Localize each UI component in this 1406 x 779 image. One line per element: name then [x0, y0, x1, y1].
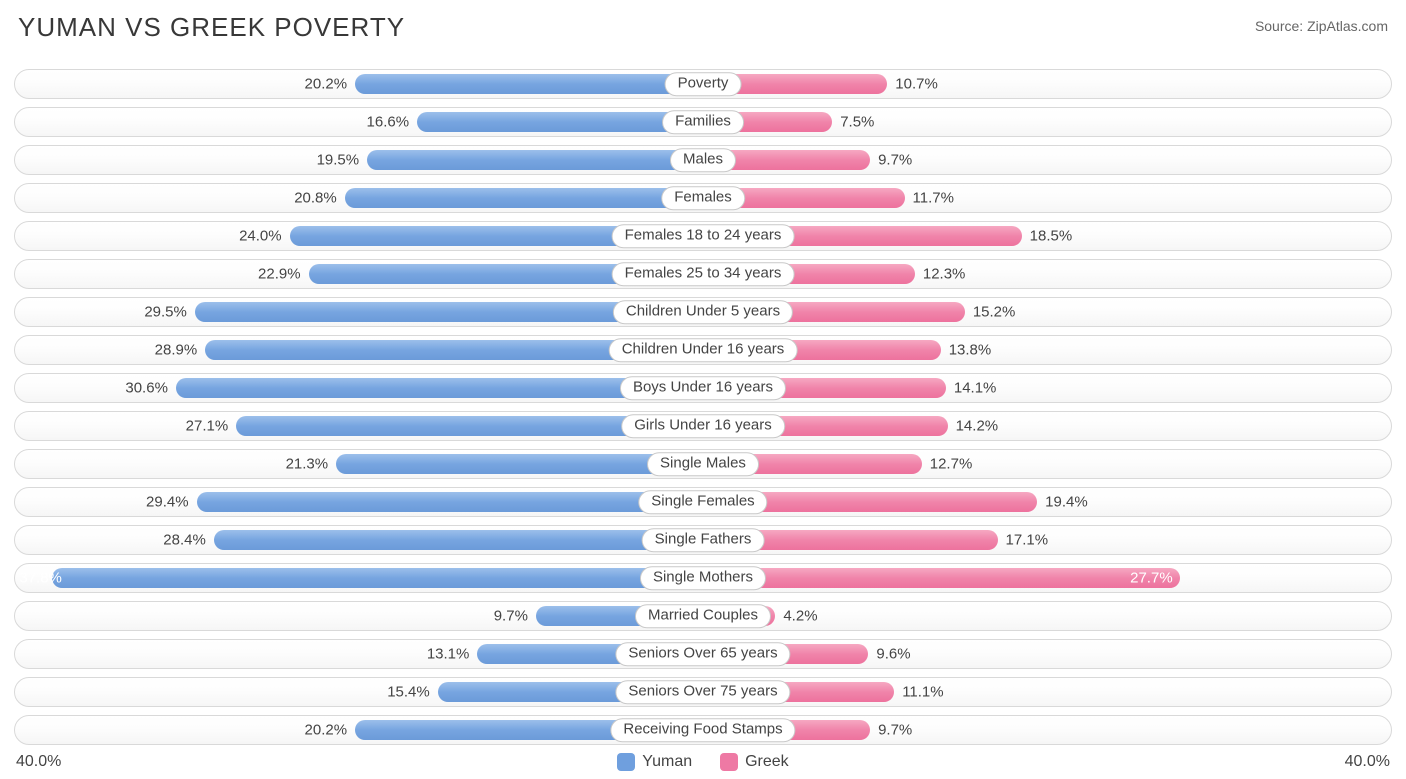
legend-label-greek: Greek	[745, 753, 789, 771]
value-label-greek: 13.8%	[949, 342, 992, 359]
value-label-yuman: 29.4%	[146, 494, 189, 511]
diverging-bar-chart: YUMAN VS GREEK POVERTY Source: ZipAtlas.…	[0, 0, 1406, 779]
chart-row: 19.5% 9.7% Males	[14, 145, 1392, 175]
value-label-greek: 9.6%	[876, 646, 910, 663]
legend: Yuman Greek	[617, 753, 788, 771]
legend-label-yuman: Yuman	[642, 753, 692, 771]
axis-max-left: 40.0%	[16, 753, 61, 771]
chart-row: 29.5% 15.2% Children Under 5 years	[14, 297, 1392, 327]
legend-item-yuman: Yuman	[617, 753, 692, 771]
value-label-yuman: 28.4%	[163, 532, 206, 549]
value-label-yuman: 20.2%	[305, 722, 348, 739]
chart-row: 21.3% 12.7% Single Males	[14, 449, 1392, 479]
bar-yuman	[355, 74, 703, 94]
value-label-yuman: 9.7%	[494, 608, 528, 625]
value-label-greek: 11.1%	[902, 684, 943, 701]
chart-row: 28.9% 13.8% Children Under 16 years	[14, 335, 1392, 365]
value-label-greek: 19.4%	[1045, 494, 1088, 511]
value-label-yuman: 13.1%	[427, 646, 470, 663]
legend-swatch-greek	[720, 753, 738, 771]
category-label: Poverty	[665, 72, 742, 96]
value-label-greek: 12.3%	[923, 266, 966, 283]
value-label-greek: 17.1%	[1006, 532, 1049, 549]
category-label: Single Fathers	[642, 528, 765, 552]
category-label: Males	[670, 148, 736, 172]
value-label-yuman: 20.2%	[305, 76, 348, 93]
value-label-greek: 9.7%	[878, 152, 912, 169]
chart-row: 15.4% 11.1% Seniors Over 75 years	[14, 677, 1392, 707]
chart-rows: 20.2% 10.7% Poverty 16.6% 7.5% Families 19.5% 9…	[14, 69, 1392, 745]
chart-row: 20.2% 9.7% Receiving Food Stamps	[14, 715, 1392, 745]
value-label-yuman: 19.5%	[317, 152, 360, 169]
category-label: Females	[661, 186, 745, 210]
chart-row: 20.2% 10.7% Poverty	[14, 69, 1392, 99]
value-label-greek: 7.5%	[840, 114, 874, 131]
chart-row: 9.7% 4.2% Married Couples	[14, 601, 1392, 631]
bar-yuman	[367, 150, 703, 170]
bar-yuman	[52, 568, 703, 588]
value-label-greek: 15.2%	[973, 304, 1016, 321]
category-label: Girls Under 16 years	[621, 414, 785, 438]
category-label: Seniors Over 65 years	[615, 642, 790, 666]
bar-greek	[703, 568, 1180, 588]
value-label-greek: 27.7%	[1130, 570, 1173, 587]
value-label-yuman: 24.0%	[239, 228, 282, 245]
category-label: Families	[662, 110, 744, 134]
value-label-yuman: 21.3%	[286, 456, 329, 473]
category-label: Receiving Food Stamps	[610, 718, 795, 742]
value-label-greek: 11.7%	[913, 190, 954, 207]
value-label-greek: 12.7%	[930, 456, 973, 473]
value-label-yuman: 22.9%	[258, 266, 301, 283]
chart-row: 24.0% 18.5% Females 18 to 24 years	[14, 221, 1392, 251]
bar-yuman	[417, 112, 703, 132]
value-label-greek: 4.2%	[783, 608, 817, 625]
chart-row: 30.6% 14.1% Boys Under 16 years	[14, 373, 1392, 403]
value-label-greek: 18.5%	[1030, 228, 1073, 245]
category-label: Children Under 16 years	[609, 338, 798, 362]
category-label: Females 18 to 24 years	[612, 224, 795, 248]
chart-row: 27.1% 14.2% Girls Under 16 years	[14, 411, 1392, 441]
chart-row: 29.4% 19.4% Single Females	[14, 487, 1392, 517]
value-label-yuman: 28.9%	[155, 342, 198, 359]
value-label-greek: 14.2%	[956, 418, 999, 435]
chart-row: 28.4% 17.1% Single Fathers	[14, 525, 1392, 555]
bar-yuman	[345, 188, 703, 208]
legend-item-greek: Greek	[720, 753, 789, 771]
category-label: Children Under 5 years	[613, 300, 793, 324]
category-label: Boys Under 16 years	[620, 376, 786, 400]
value-label-greek: 14.1%	[954, 380, 997, 397]
value-label-yuman: 29.5%	[144, 304, 187, 321]
legend-swatch-yuman	[617, 753, 635, 771]
value-label-yuman: 30.6%	[125, 380, 168, 397]
bar-yuman	[197, 492, 703, 512]
value-label-yuman: 15.4%	[387, 684, 430, 701]
value-label-greek: 9.7%	[878, 722, 912, 739]
value-label-yuman: 20.8%	[294, 190, 337, 207]
chart-row: 16.6% 7.5% Families	[14, 107, 1392, 137]
chart-row: 37.8% 27.7% Single Mothers	[14, 563, 1392, 593]
value-label-yuman: 37.8%	[19, 570, 62, 587]
category-label: Single Females	[638, 490, 767, 514]
axis-max-right: 40.0%	[1345, 753, 1390, 771]
chart-row: 20.8% 11.7% Females	[14, 183, 1392, 213]
chart-footer: 40.0% Yuman Greek 40.0%	[14, 753, 1392, 771]
category-label: Single Mothers	[640, 566, 766, 590]
bar-yuman	[214, 530, 703, 550]
category-label: Seniors Over 75 years	[615, 680, 790, 704]
value-label-yuman: 27.1%	[186, 418, 229, 435]
category-label: Females 25 to 34 years	[612, 262, 795, 286]
chart-title: YUMAN VS GREEK POVERTY	[18, 12, 405, 43]
value-label-yuman: 16.6%	[367, 114, 410, 131]
category-label: Single Males	[647, 452, 759, 476]
chart-row: 22.9% 12.3% Females 25 to 34 years	[14, 259, 1392, 289]
category-label: Married Couples	[635, 604, 771, 628]
chart-row: 13.1% 9.6% Seniors Over 65 years	[14, 639, 1392, 669]
chart-source: Source: ZipAtlas.com	[1255, 18, 1388, 34]
value-label-greek: 10.7%	[895, 76, 938, 93]
chart-header: YUMAN VS GREEK POVERTY Source: ZipAtlas.…	[14, 12, 1392, 43]
